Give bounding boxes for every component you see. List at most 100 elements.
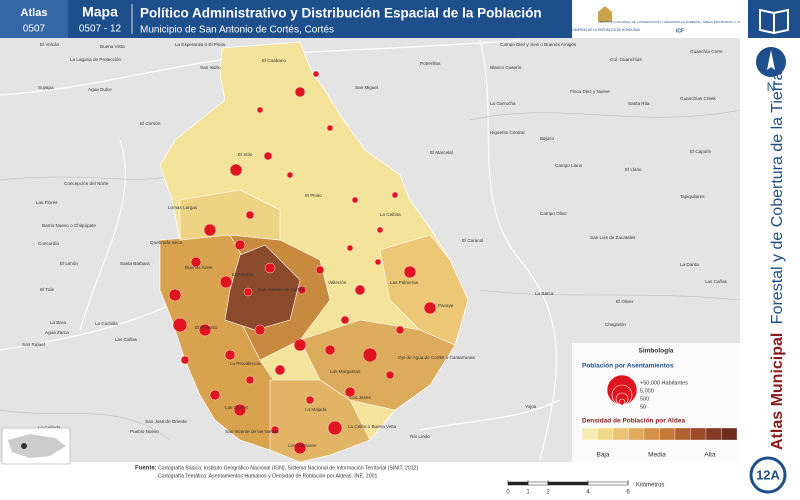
place-label: Barrio Nuevo o Chiquipate bbox=[42, 223, 96, 228]
settlement-dot bbox=[395, 325, 405, 335]
settlement-dot bbox=[172, 317, 188, 333]
place-label: El Paraíso bbox=[232, 272, 254, 277]
scale-segment bbox=[507, 481, 529, 486]
settlement-dot bbox=[324, 344, 336, 356]
place-label: La Esperanza o El Pinito bbox=[175, 42, 226, 47]
place-label: Guanchía Corre bbox=[690, 49, 723, 54]
ramp-swatch bbox=[721, 427, 738, 441]
place-label: Pueblo Nuevo bbox=[130, 429, 159, 434]
settlement-dot bbox=[243, 287, 253, 297]
place-label: La Danta bbox=[680, 262, 699, 267]
place-label: Los Palmares bbox=[288, 443, 317, 448]
settlement-dot bbox=[376, 226, 384, 234]
locator-marker bbox=[21, 443, 27, 449]
place-label: El Cuábano bbox=[262, 58, 286, 63]
legend-box bbox=[572, 343, 740, 462]
scale-tick-label: 2 bbox=[546, 490, 550, 496]
settlement-dot bbox=[264, 262, 276, 274]
settlement-dot bbox=[256, 106, 264, 114]
place-label: Buenos Aires bbox=[185, 265, 213, 270]
settlement-dot bbox=[340, 315, 350, 325]
settlement-dot bbox=[224, 349, 236, 361]
place-label: La Brea bbox=[50, 320, 67, 325]
place-label: Lomas Largas bbox=[168, 205, 198, 210]
place-label: La Garrucha bbox=[490, 101, 516, 106]
header-bar bbox=[0, 0, 572, 38]
place-label: Agua Zarca bbox=[45, 330, 69, 335]
legend-class-label: 5,000 bbox=[640, 388, 654, 394]
place-label: Blanco Caserío bbox=[490, 65, 522, 70]
settlement-dot bbox=[190, 256, 202, 268]
settlement-dot bbox=[351, 196, 359, 204]
place-label: Las Margaritas bbox=[330, 369, 361, 374]
place-label: La Laguna de Protección bbox=[70, 57, 122, 62]
scale-unit: Kilómetros bbox=[636, 483, 664, 489]
ramp-label: Baja bbox=[596, 452, 609, 459]
settlement-dot bbox=[326, 124, 334, 132]
place-label: Campo Llano bbox=[555, 163, 583, 168]
density-labels: Baja Media Alta bbox=[596, 452, 715, 459]
legend-class-label: +50,000 Habitantes bbox=[640, 380, 688, 386]
map-title: Político Administrativo y Distribución E… bbox=[140, 6, 542, 21]
place-label: Pacaya bbox=[438, 303, 454, 308]
scale-segment bbox=[587, 481, 629, 486]
place-label: Las Cañas bbox=[115, 337, 138, 342]
settlement-dot bbox=[312, 70, 320, 78]
settlement-dot bbox=[346, 244, 354, 252]
place-label: Higuerito Central bbox=[490, 130, 524, 135]
series-bold: Atlas Municipal bbox=[769, 333, 786, 450]
place-label: San Luis de Zacatales bbox=[590, 235, 636, 240]
settlement-dot bbox=[219, 275, 233, 289]
place-label: La Ceiba o Buena Vista bbox=[348, 424, 397, 429]
density-ramp bbox=[581, 427, 738, 441]
settlement-dot bbox=[293, 441, 307, 455]
ramp-label: Alta bbox=[704, 452, 716, 459]
place-label: San Isidro bbox=[200, 65, 221, 70]
settlement-dot bbox=[391, 191, 399, 199]
place-label: La Barca bbox=[535, 291, 554, 296]
settlement-dot bbox=[297, 285, 307, 295]
place-label: Potrerillos bbox=[420, 61, 441, 66]
ramp-label: Media bbox=[648, 452, 666, 459]
gov-name: GOBIERNO DE LA REPÚBLICA DE HONDURAS bbox=[570, 27, 640, 32]
icf-short: ICF bbox=[676, 28, 684, 34]
ramp-swatch bbox=[612, 427, 629, 441]
atlas-label: Atlas bbox=[21, 7, 48, 19]
settlement-dot bbox=[245, 375, 255, 385]
density-title: Densidad de Población por Aldea bbox=[582, 418, 685, 425]
source-line: Cartografía Básica: Instituto Geográfico… bbox=[158, 465, 419, 471]
place-label: Las Flores bbox=[36, 200, 58, 205]
atlas-code: 0507 bbox=[23, 24, 46, 35]
book-icon bbox=[759, 8, 789, 35]
place-label: Concepción del Norte bbox=[64, 181, 109, 186]
series-rest: Forestal y de Cobertura de la Tierra bbox=[769, 72, 786, 325]
source-label: Fuente: bbox=[135, 466, 157, 472]
place-label: San Rafael bbox=[22, 342, 45, 347]
ramp-swatch bbox=[581, 427, 598, 441]
place-label: La Ceibita bbox=[380, 212, 401, 217]
page-number: 12A bbox=[756, 467, 780, 482]
settlement-dot bbox=[423, 301, 437, 315]
locator-country bbox=[8, 434, 66, 458]
settlement-dot bbox=[286, 171, 294, 179]
place-label: Las Palmeras bbox=[390, 280, 419, 285]
settlement-dot bbox=[180, 355, 190, 365]
place-label: El Oliver bbox=[616, 299, 634, 304]
place-label: El Llano bbox=[625, 167, 642, 172]
settlement-dot bbox=[245, 210, 255, 220]
scale-segment bbox=[527, 481, 549, 486]
settlement-dot bbox=[254, 324, 266, 336]
place-label: El Limón bbox=[60, 261, 78, 266]
place-label: El Encanto bbox=[195, 325, 218, 330]
map-subtitle: Municipio de San Antonio de Cortés, Cort… bbox=[140, 25, 334, 36]
place-label: Bejuco bbox=[540, 136, 554, 141]
ramp-swatch bbox=[643, 427, 660, 441]
place-label: Las Cruces bbox=[225, 405, 249, 410]
settlement-dot bbox=[203, 223, 217, 237]
place-label: Las Cañas bbox=[705, 279, 728, 284]
place-label: El Corrión bbox=[140, 121, 161, 126]
map-label: Mapa bbox=[82, 4, 118, 20]
atlas-box bbox=[0, 0, 68, 38]
place-label: Col. Guanchías bbox=[610, 57, 642, 62]
